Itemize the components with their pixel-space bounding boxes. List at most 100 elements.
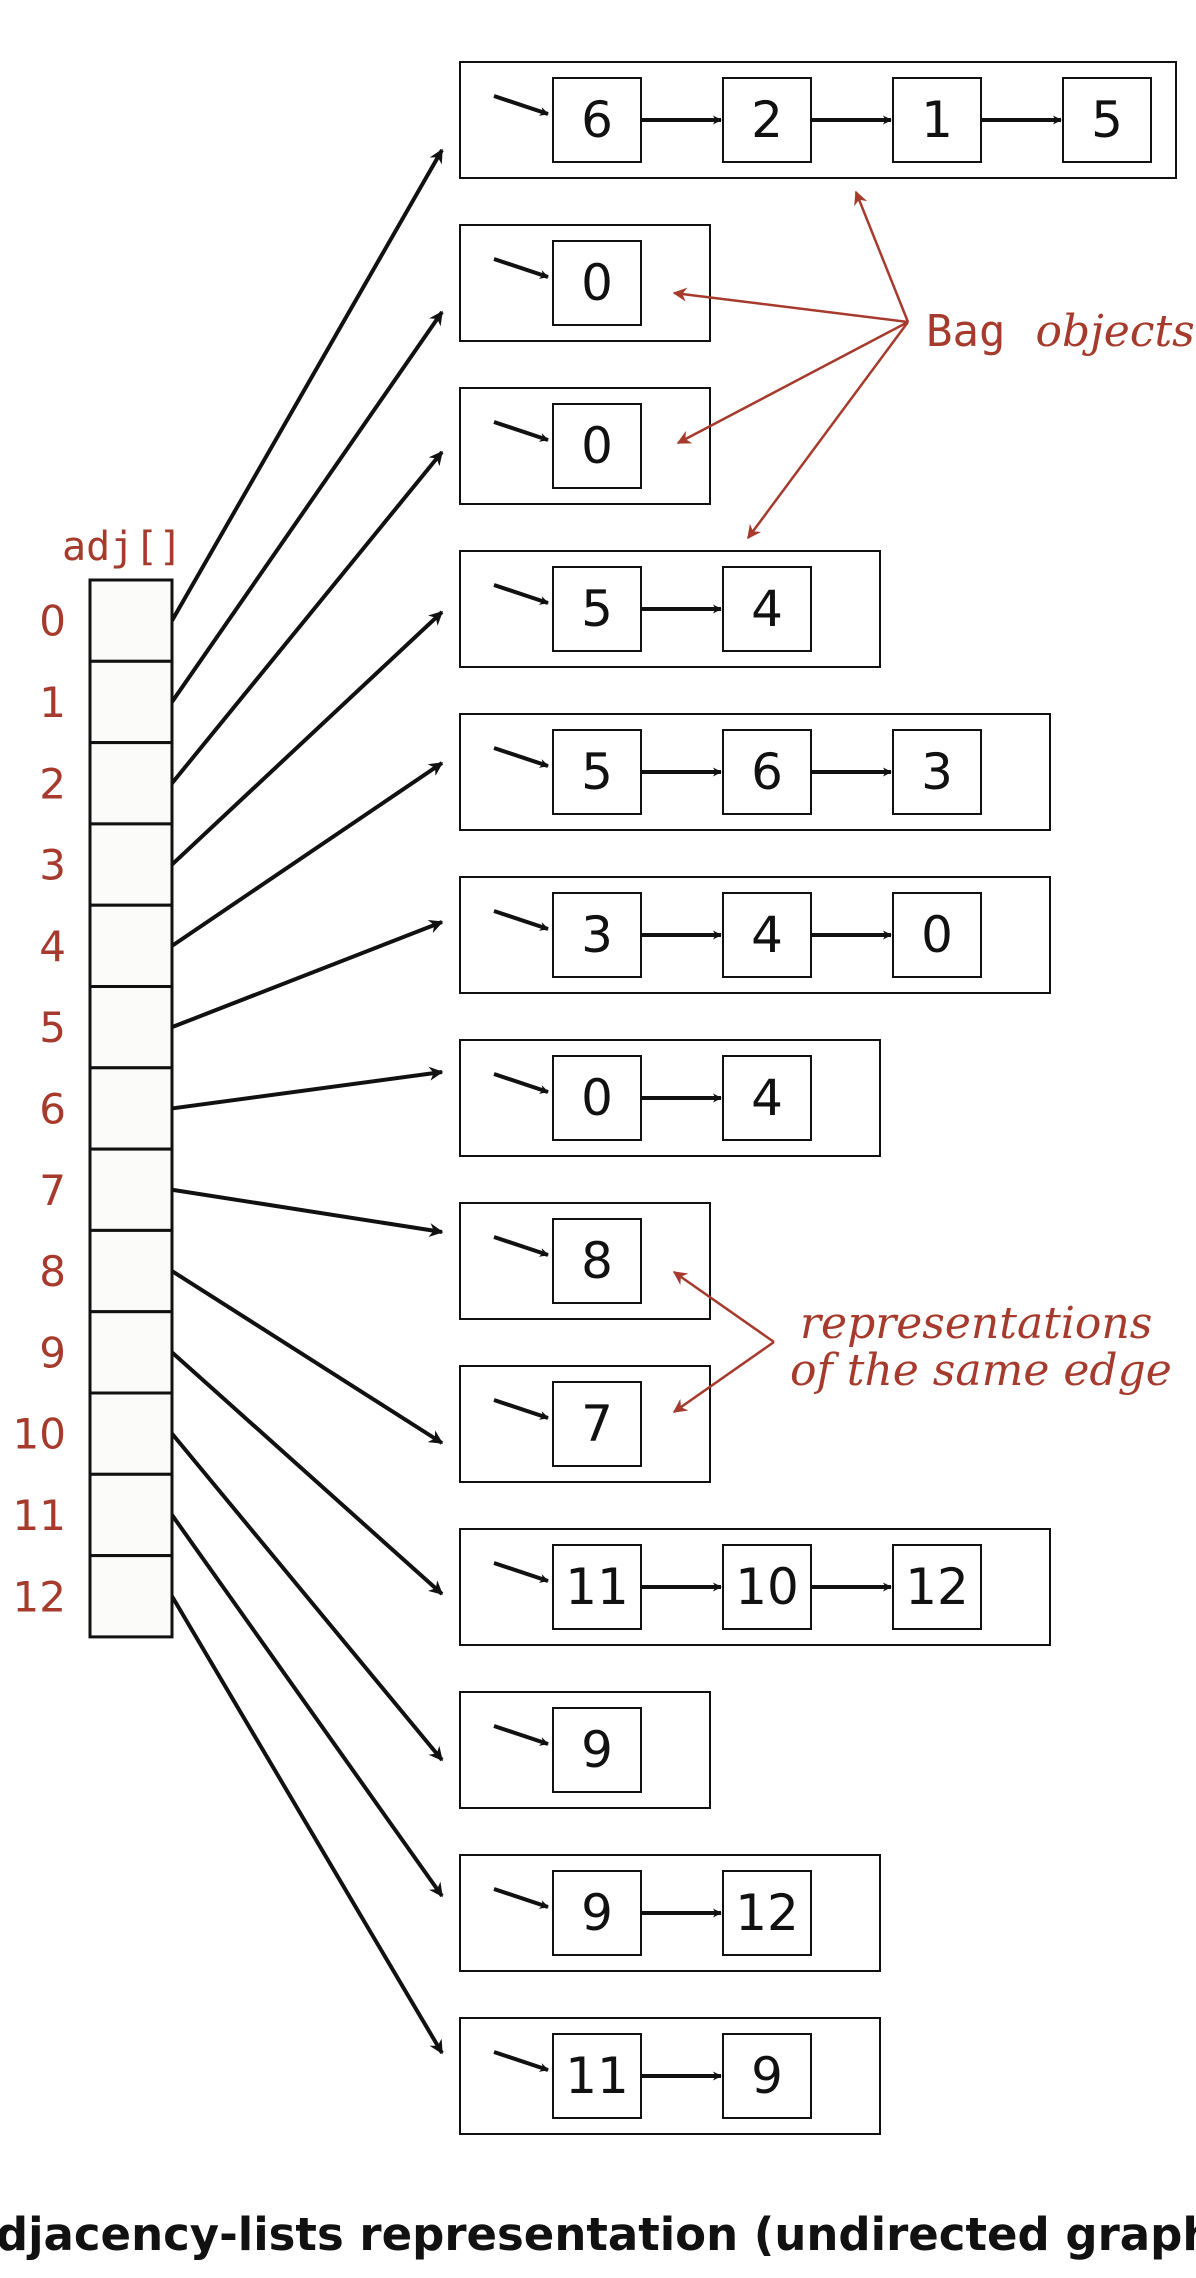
list-node-value: 0: [921, 906, 953, 964]
first-pointer-arrow: [493, 1072, 549, 1094]
edge-pointer-1: [672, 1270, 775, 1344]
list-node: [722, 1055, 812, 1141]
list-node-value: 12: [905, 1558, 969, 1616]
array-cell: [88, 1147, 174, 1232]
array-index-label: 9: [39, 1328, 66, 1377]
list-node: [1062, 77, 1152, 163]
list-node-value: 10: [735, 1558, 799, 1616]
list-node: [722, 729, 812, 815]
list-node-value: 11: [565, 1558, 629, 1616]
bag-objects-label: Bag objects: [926, 306, 1195, 357]
bag-code-label: Bag: [926, 306, 1005, 357]
array-to-bag-arrow: [171, 1066, 444, 1111]
bag-pointer-1: [854, 190, 910, 323]
first-pointer-arrow: [493, 583, 549, 605]
list-node: [722, 892, 812, 978]
list-node-value: 4: [751, 580, 783, 638]
array-index-label: 0: [39, 597, 66, 646]
array-to-bag-arrow: [170, 1513, 444, 1898]
array-cell: [88, 1310, 174, 1395]
first-pointer-arrow: [493, 420, 549, 442]
array-cell: [88, 1228, 174, 1314]
list-node: [722, 2033, 812, 2119]
array-index-label: 4: [39, 922, 66, 971]
list-node: [552, 566, 642, 652]
list-node-value: 0: [581, 254, 613, 312]
array-cell: [88, 1554, 174, 1639]
first-pointer-arrow: [493, 1235, 549, 1257]
list-node: [722, 566, 812, 652]
array-index-label: 10: [13, 1410, 66, 1459]
first-pointer-arrow: [493, 746, 549, 768]
array-to-bag-arrow: [170, 761, 444, 948]
edge-pointer-2: [672, 1340, 775, 1414]
list-node-value: 1: [921, 91, 953, 149]
first-pointer-arrow: [493, 1398, 549, 1420]
list-node-value: 7: [581, 1395, 613, 1453]
array-to-bag-arrow: [170, 1595, 444, 2055]
bag-5: 3 4 0: [459, 876, 1051, 994]
array-to-bag-arrow: [170, 1432, 444, 1762]
list-node-value: 5: [1091, 91, 1123, 149]
list-node-value: 2: [751, 91, 783, 149]
list-node-value: 0: [581, 417, 613, 475]
figure-caption: Adjacency-lists representation (undirect…: [0, 2208, 1196, 2261]
array-index-label: 8: [39, 1247, 66, 1296]
list-node-value: 9: [581, 1884, 613, 1942]
list-node: [552, 1870, 642, 1956]
list-node: [552, 1218, 642, 1304]
array-index-label: 1: [39, 678, 66, 727]
array-index-label: 11: [13, 1491, 66, 1540]
array-cell: [88, 1066, 174, 1151]
list-node-value: 6: [581, 91, 613, 149]
bag-12: 11 9: [459, 2017, 881, 2135]
array-to-bag-arrow: [170, 1269, 444, 1445]
list-node: [892, 892, 982, 978]
bag-pointer-3: [676, 320, 909, 445]
list-node-value: 4: [751, 1069, 783, 1127]
array-to-bag-arrow: [170, 610, 444, 867]
list-node-value: 3: [921, 743, 953, 801]
array-to-bag-arrow: [170, 450, 444, 785]
array-to-bag-arrow: [170, 1350, 444, 1596]
array-index-label: 5: [39, 1003, 66, 1052]
bag-0: 6 2 1 5: [459, 61, 1177, 179]
list-node-value: 0: [581, 1069, 613, 1127]
list-node-value: 12: [735, 1884, 799, 1942]
bag-11: 9 12: [459, 1854, 881, 1972]
list-node: [892, 729, 982, 815]
array-to-bag-arrow: [171, 1187, 444, 1237]
same-edge-annotation: representations of the same edge: [672, 1270, 1172, 1414]
list-node: [552, 240, 642, 326]
bag-pointer-2: [672, 287, 909, 324]
bag-10: 9: [459, 1691, 711, 1809]
array-index-label: 6: [39, 1084, 66, 1133]
array-cell: [88, 1391, 174, 1476]
list-node-value: 3: [581, 906, 613, 964]
list-node-value: 9: [751, 2047, 783, 2105]
list-node: [552, 1544, 642, 1630]
list-node-value: 8: [581, 1232, 613, 1290]
first-pointer-arrow: [493, 909, 549, 931]
list-node-value: 4: [751, 906, 783, 964]
list-node: [892, 1544, 982, 1630]
array-index-label: 3: [39, 841, 66, 890]
array-cell: [88, 578, 174, 663]
array-to-bag-arrow: [171, 920, 444, 1030]
list-node: [892, 77, 982, 163]
same-edge-line1: representations: [800, 1298, 1152, 1349]
list-node-value: 9: [581, 1721, 613, 1779]
bag-objects-text: objects: [1035, 306, 1194, 357]
list-node-value: 5: [581, 580, 613, 638]
array-cell: [88, 903, 174, 989]
list-node: [722, 77, 812, 163]
array-index-label: 12: [13, 1572, 66, 1621]
first-pointer-arrow: [493, 94, 549, 116]
list-node: [552, 892, 642, 978]
bag-9: 11 10 12: [459, 1528, 1051, 1646]
array-cell: [88, 985, 174, 1070]
